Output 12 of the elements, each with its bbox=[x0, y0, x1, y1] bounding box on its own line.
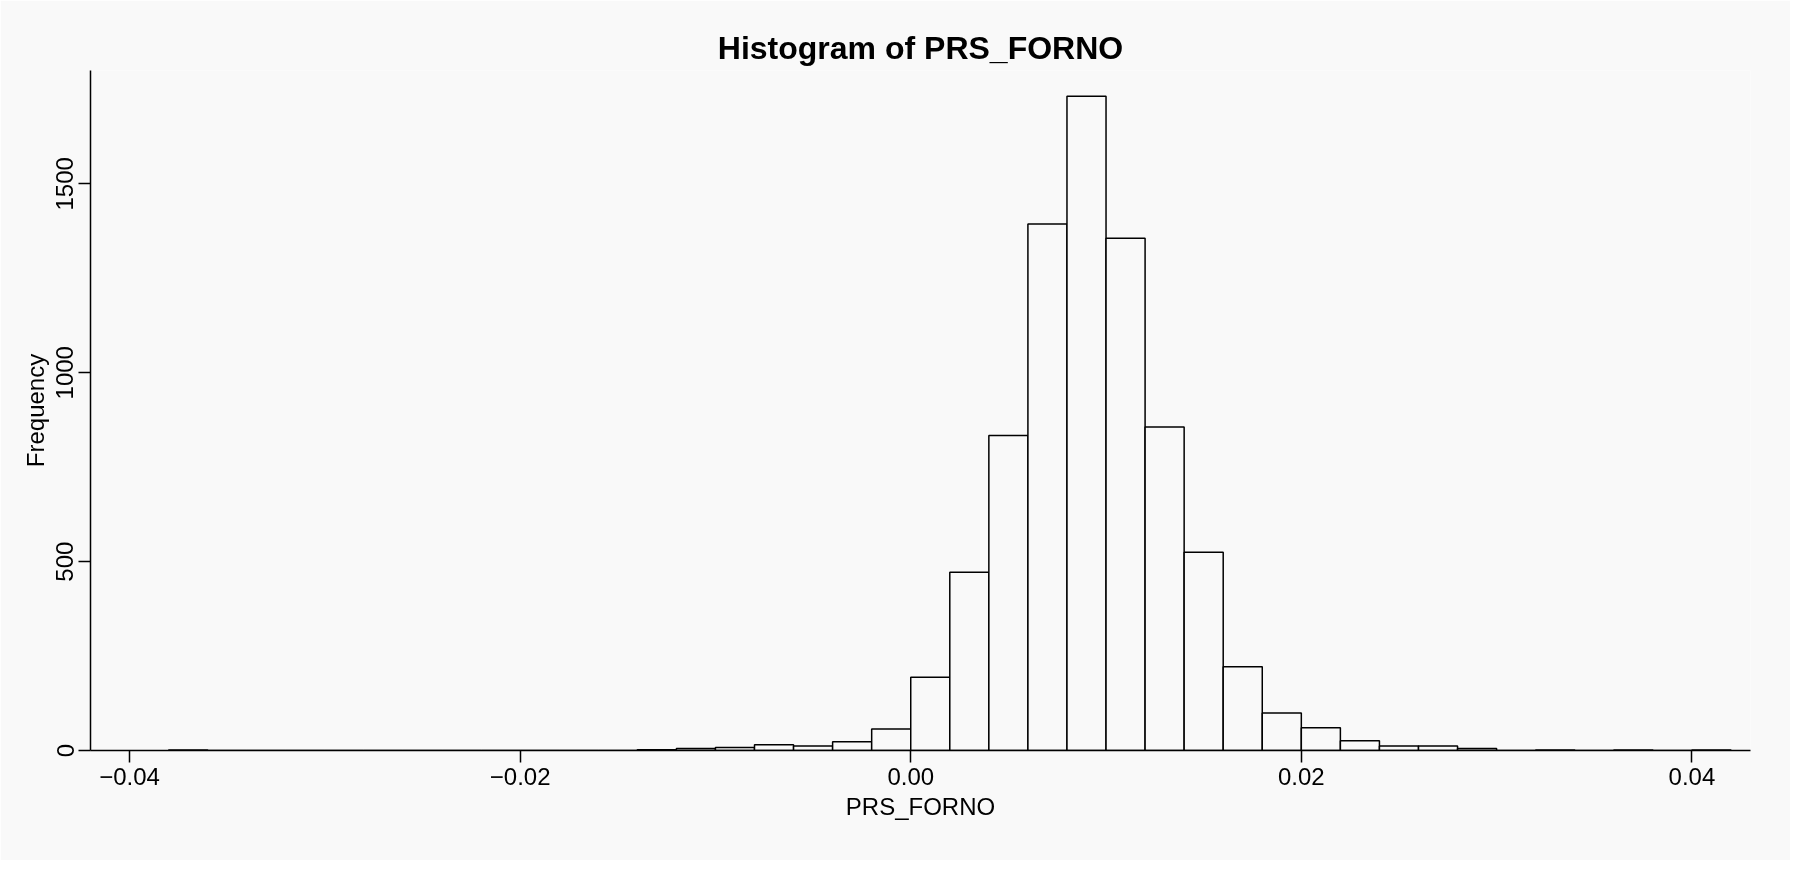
x-tick-label: −0.02 bbox=[489, 762, 551, 790]
y-tick-label: 500 bbox=[51, 541, 79, 582]
x-axis-title: PRS_FORNO bbox=[845, 792, 996, 820]
y-axis-title: Frequency bbox=[21, 353, 49, 468]
y-tick-label: 0 bbox=[51, 743, 79, 758]
y-tick-label: 1000 bbox=[51, 346, 79, 400]
chart-title: Histogram of PRS_FORNO bbox=[717, 29, 1124, 66]
x-tick-label: −0.04 bbox=[99, 762, 160, 790]
x-tick-label: 0.00 bbox=[887, 762, 935, 790]
y-tick-label: 1500 bbox=[51, 157, 79, 211]
x-tick-label: 0.04 bbox=[1668, 762, 1716, 790]
x-tick-label: 0.02 bbox=[1277, 762, 1325, 790]
